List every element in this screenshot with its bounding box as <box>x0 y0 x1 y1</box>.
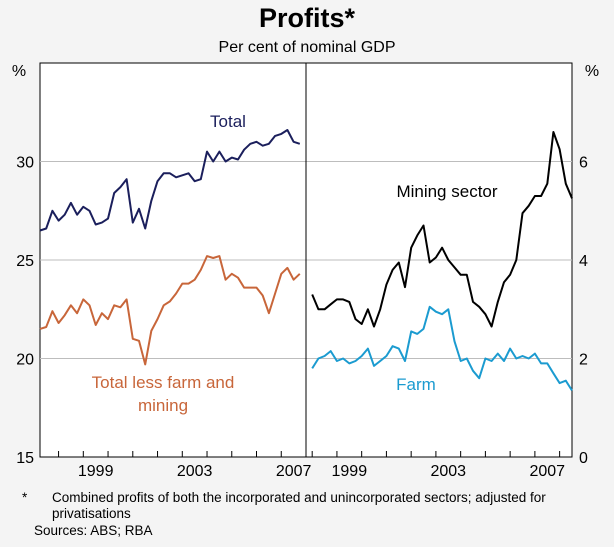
label-total: Total <box>210 112 246 131</box>
xtick-right-1999: 1999 <box>332 463 368 480</box>
footnote-text: Combined profits of both the incorporate… <box>52 490 546 521</box>
tick-labels: 15 20 25 30 1999 2003 2007 0 2 4 6 1999 2003 2007 <box>16 155 588 481</box>
xtick-left-2003: 2003 <box>177 463 213 480</box>
gridlines <box>40 161 572 359</box>
ytick-right-0: 0 <box>579 450 588 467</box>
xtick-left-1999: 1999 <box>78 463 114 480</box>
xtick-left-2007: 2007 <box>276 463 312 480</box>
ytick-right-6: 6 <box>579 155 588 172</box>
ytick-left-20: 20 <box>16 352 34 369</box>
chart-subtitle: Per cent of nominal GDP <box>219 39 396 56</box>
series-total-less-farm-and-mining <box>39 255 301 366</box>
series-total <box>39 129 301 232</box>
ytick-left-25: 25 <box>16 253 34 270</box>
ytick-right-2: 2 <box>579 352 588 369</box>
x-tick-marks <box>58 451 561 457</box>
chart-title: Profits* <box>259 3 356 33</box>
ytick-left-30: 30 <box>16 155 34 172</box>
label-mining-sector: Mining sector <box>396 182 497 201</box>
xtick-right-2007: 2007 <box>529 463 565 480</box>
series-farm <box>311 305 573 392</box>
right-ylabel: % <box>585 63 599 80</box>
series-lines <box>39 129 573 392</box>
sources: Sources: ABS; RBA <box>34 523 153 538</box>
ytick-right-4: 4 <box>579 253 588 270</box>
left-ylabel: % <box>12 63 26 80</box>
label-total-less-line1: Total less farm and <box>92 373 235 392</box>
label-farm: Farm <box>396 375 436 394</box>
series-mining-sector <box>311 131 573 328</box>
ytick-left-15: 15 <box>16 450 34 467</box>
footnote: * Combined profits of both the incorpora… <box>22 490 582 522</box>
xtick-right-2003: 2003 <box>430 463 466 480</box>
label-total-less-line2: mining <box>138 396 188 415</box>
footnote-marker: * <box>22 490 28 505</box>
